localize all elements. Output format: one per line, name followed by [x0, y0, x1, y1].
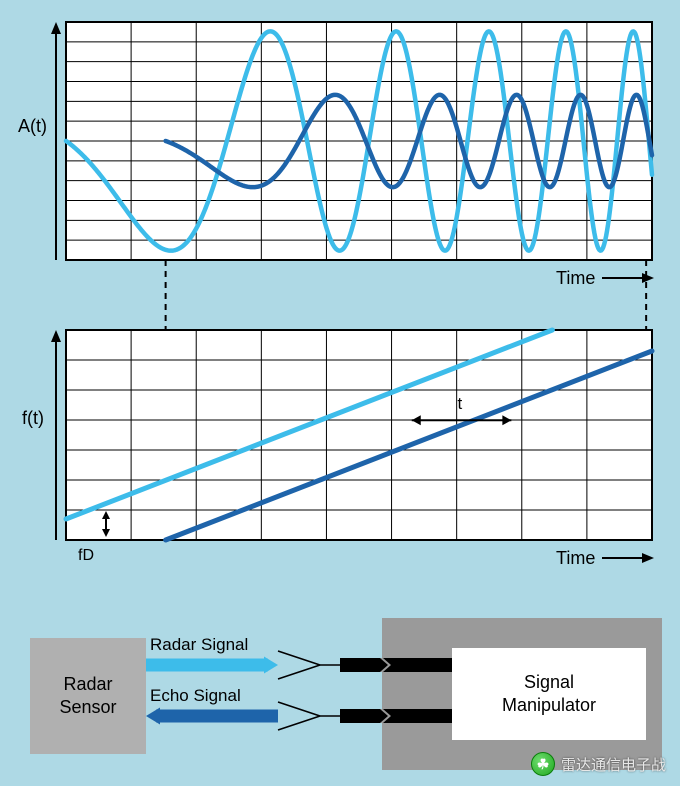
wechat-icon: ☘ [531, 752, 555, 776]
time-delay-label: t [458, 394, 463, 414]
watermark-text: 雷达通信电子战 [561, 754, 666, 775]
watermark: ☘ 雷达通信电子战 [531, 752, 666, 776]
block-diagram-connections [0, 0, 680, 786]
